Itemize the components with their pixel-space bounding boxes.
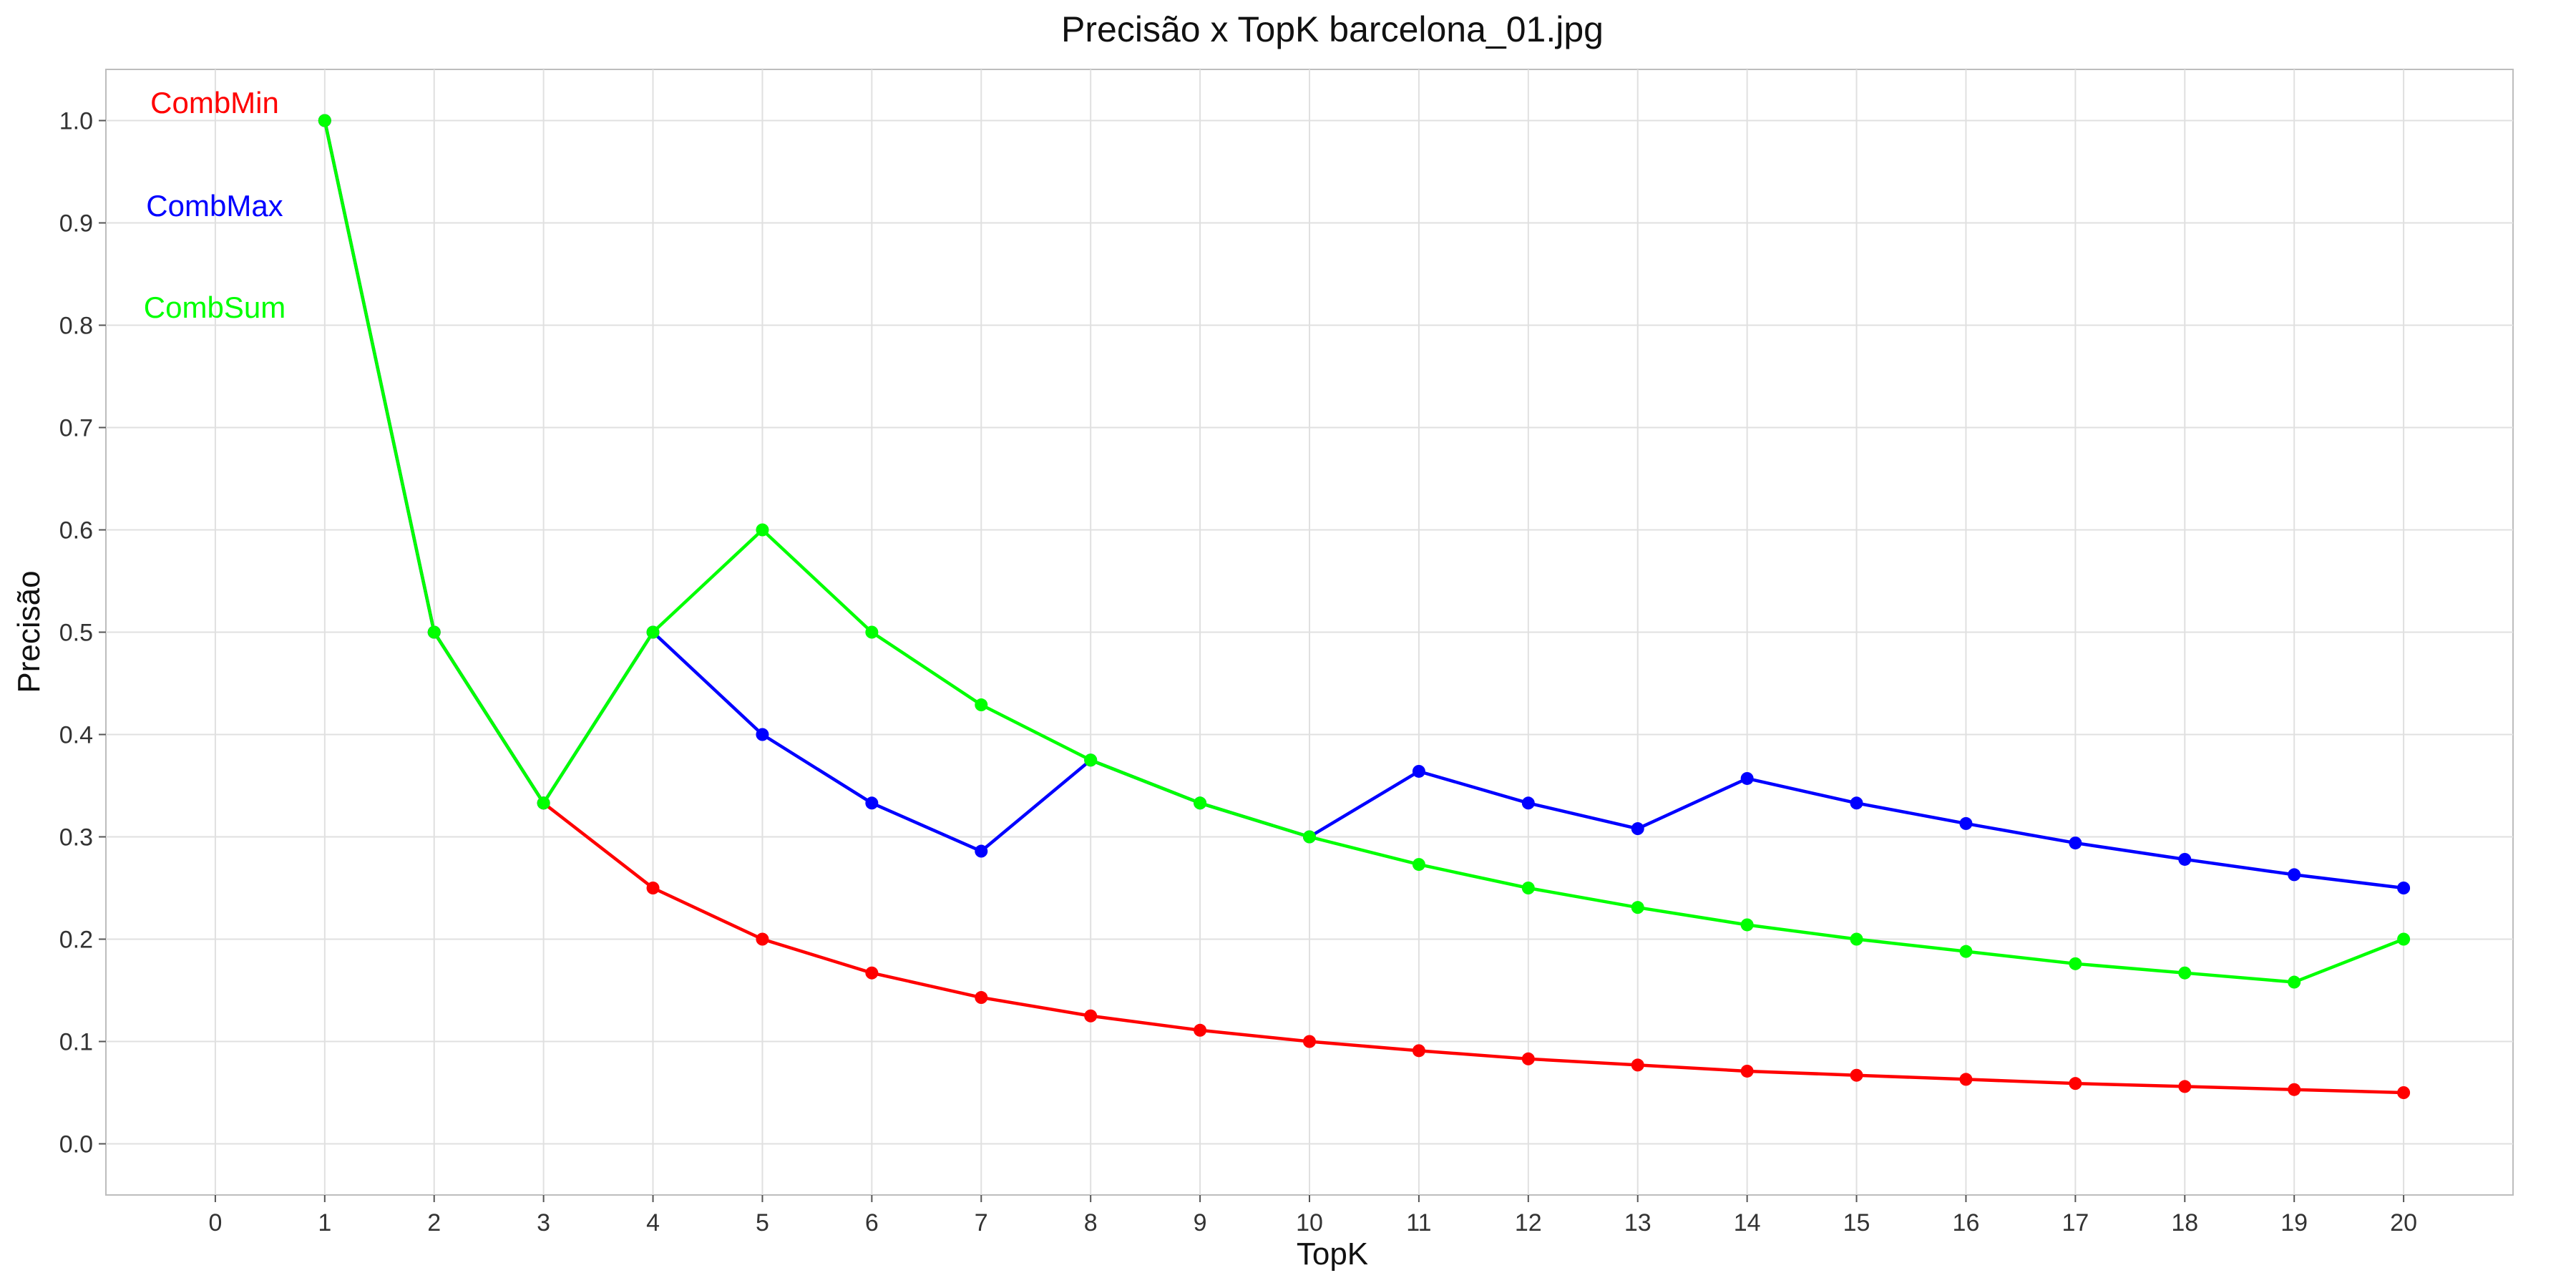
x-axis-label: TopK (1297, 1236, 1368, 1272)
y-tick-label: 0.2 (59, 927, 93, 954)
series-line-combsum (323, 119, 2406, 984)
data-point-combmin (975, 991, 988, 1005)
data-point-combsum (427, 625, 441, 639)
data-point-combmax (2069, 836, 2082, 850)
data-point-combmin (1740, 1064, 1754, 1078)
y-tick-label: 0.6 (59, 517, 93, 545)
data-point-combmax (756, 728, 769, 741)
data-point-combmax (865, 796, 879, 810)
x-tick-label: 16 (1953, 1209, 1980, 1236)
x-tick-label: 18 (2171, 1209, 2198, 1236)
legend-entry-combmin: CombMin (150, 86, 279, 119)
data-point-combsum (1740, 918, 1754, 932)
series-combsum (318, 114, 2411, 989)
x-tick-label: 19 (2280, 1209, 2308, 1236)
data-point-combsum (1959, 945, 1973, 958)
x-tick-label: 9 (1194, 1209, 1207, 1236)
data-point-combmin (1303, 1035, 1316, 1048)
x-tick-label: 13 (1624, 1209, 1652, 1236)
series-line-combmax (323, 119, 2406, 890)
legend: CombMin CombMax CombSum (144, 86, 286, 324)
data-point-combsum (1412, 858, 1425, 872)
data-point-combmin (2288, 1083, 2301, 1096)
x-tick-label: 17 (2062, 1209, 2089, 1236)
data-point-combmin (1631, 1058, 1644, 1072)
y-tick-label: 0.3 (59, 824, 93, 852)
data-point-combmin (2178, 1080, 2192, 1093)
x-tick-label: 6 (865, 1209, 879, 1236)
data-point-combsum (1303, 830, 1316, 844)
data-point-combsum (1631, 901, 1644, 914)
data-point-combsum (1521, 882, 1535, 894)
data-point-combmax (975, 844, 988, 858)
data-point-combsum (2178, 966, 2192, 980)
chart-title: Precisão x TopK barcelona_01.jpg (1061, 9, 1604, 49)
data-point-combmax (1412, 764, 1425, 778)
data-point-combmax (1740, 771, 1754, 785)
legend-entry-combsum: CombSum (144, 291, 286, 324)
data-point-combmax (1959, 816, 1973, 830)
y-tick-label: 0.7 (59, 415, 93, 442)
data-point-combmax (1631, 822, 1644, 836)
series-line-combmin (323, 119, 2406, 1095)
x-tick-label: 14 (1734, 1209, 1761, 1236)
y-tick-label: 1.0 (59, 108, 93, 135)
data-point-combsum (2069, 957, 2082, 970)
x-tick-label: 7 (975, 1209, 988, 1236)
data-point-combsum (756, 523, 769, 537)
x-tick-label: 4 (646, 1209, 660, 1236)
data-point-combmin (1084, 1009, 1098, 1023)
y-tick-label: 0.5 (59, 620, 93, 647)
y-tick-label: 0.9 (59, 210, 93, 238)
data-point-combmax (1521, 796, 1535, 810)
data-point-combmin (756, 932, 769, 946)
x-tick-label: 1 (318, 1209, 331, 1236)
y-tick-label: 0.0 (59, 1131, 93, 1158)
series-lines (318, 114, 2411, 1099)
x-tick-label: 5 (756, 1209, 769, 1236)
y-tick-label: 0.1 (59, 1029, 93, 1056)
data-point-combsum (2397, 932, 2411, 946)
data-point-combmax (2397, 882, 2411, 894)
x-tick-label: 15 (1843, 1209, 1870, 1236)
data-point-combsum (2288, 975, 2301, 989)
data-point-combmin (1412, 1044, 1425, 1058)
data-point-combmax (1850, 796, 1863, 810)
data-point-combmax (2288, 868, 2301, 882)
data-point-combmin (646, 882, 660, 894)
y-axis-ticks: 0.0 0.1 0.2 0.3 0.4 0.5 0.6 0.7 0.8 0.9 1.0 (59, 108, 106, 1158)
y-tick-label: 0.8 (59, 313, 93, 340)
data-point-combsum (1850, 932, 1863, 946)
x-tick-label: 2 (427, 1209, 441, 1236)
data-point-combmin (865, 966, 879, 980)
x-axis-ticks: 0 1 2 3 4 5 6 7 8 9 10 11 12 13 14 15 16 17 18 19 20 (208, 1195, 2417, 1236)
legend-entry-combmax: CombMax (146, 189, 283, 223)
data-point-combsum (537, 796, 550, 810)
data-point-combmin (2397, 1086, 2411, 1099)
x-tick-label: 3 (537, 1209, 550, 1236)
data-point-combmin (1521, 1052, 1535, 1065)
x-tick-label: 20 (2390, 1209, 2417, 1236)
x-tick-label: 8 (1084, 1209, 1098, 1236)
x-tick-label: 11 (1406, 1209, 1431, 1236)
data-point-combsum (865, 625, 879, 639)
data-point-combsum (646, 625, 660, 639)
y-tick-label: 0.4 (59, 722, 93, 749)
data-point-combmin (1850, 1068, 1863, 1082)
data-point-combsum (318, 114, 331, 127)
x-tick-label: 0 (208, 1209, 222, 1236)
data-point-combsum (1084, 753, 1098, 767)
data-point-combmin (1194, 1023, 1207, 1037)
x-tick-label: 10 (1296, 1209, 1323, 1236)
data-point-combmin (1959, 1073, 1973, 1086)
data-point-combsum (975, 698, 988, 712)
data-point-combsum (1194, 796, 1207, 810)
x-tick-label: 12 (1515, 1209, 1542, 1236)
data-point-combmin (2069, 1077, 2082, 1091)
y-axis-label: Precisão (11, 570, 47, 693)
data-point-combmax (2178, 852, 2192, 866)
